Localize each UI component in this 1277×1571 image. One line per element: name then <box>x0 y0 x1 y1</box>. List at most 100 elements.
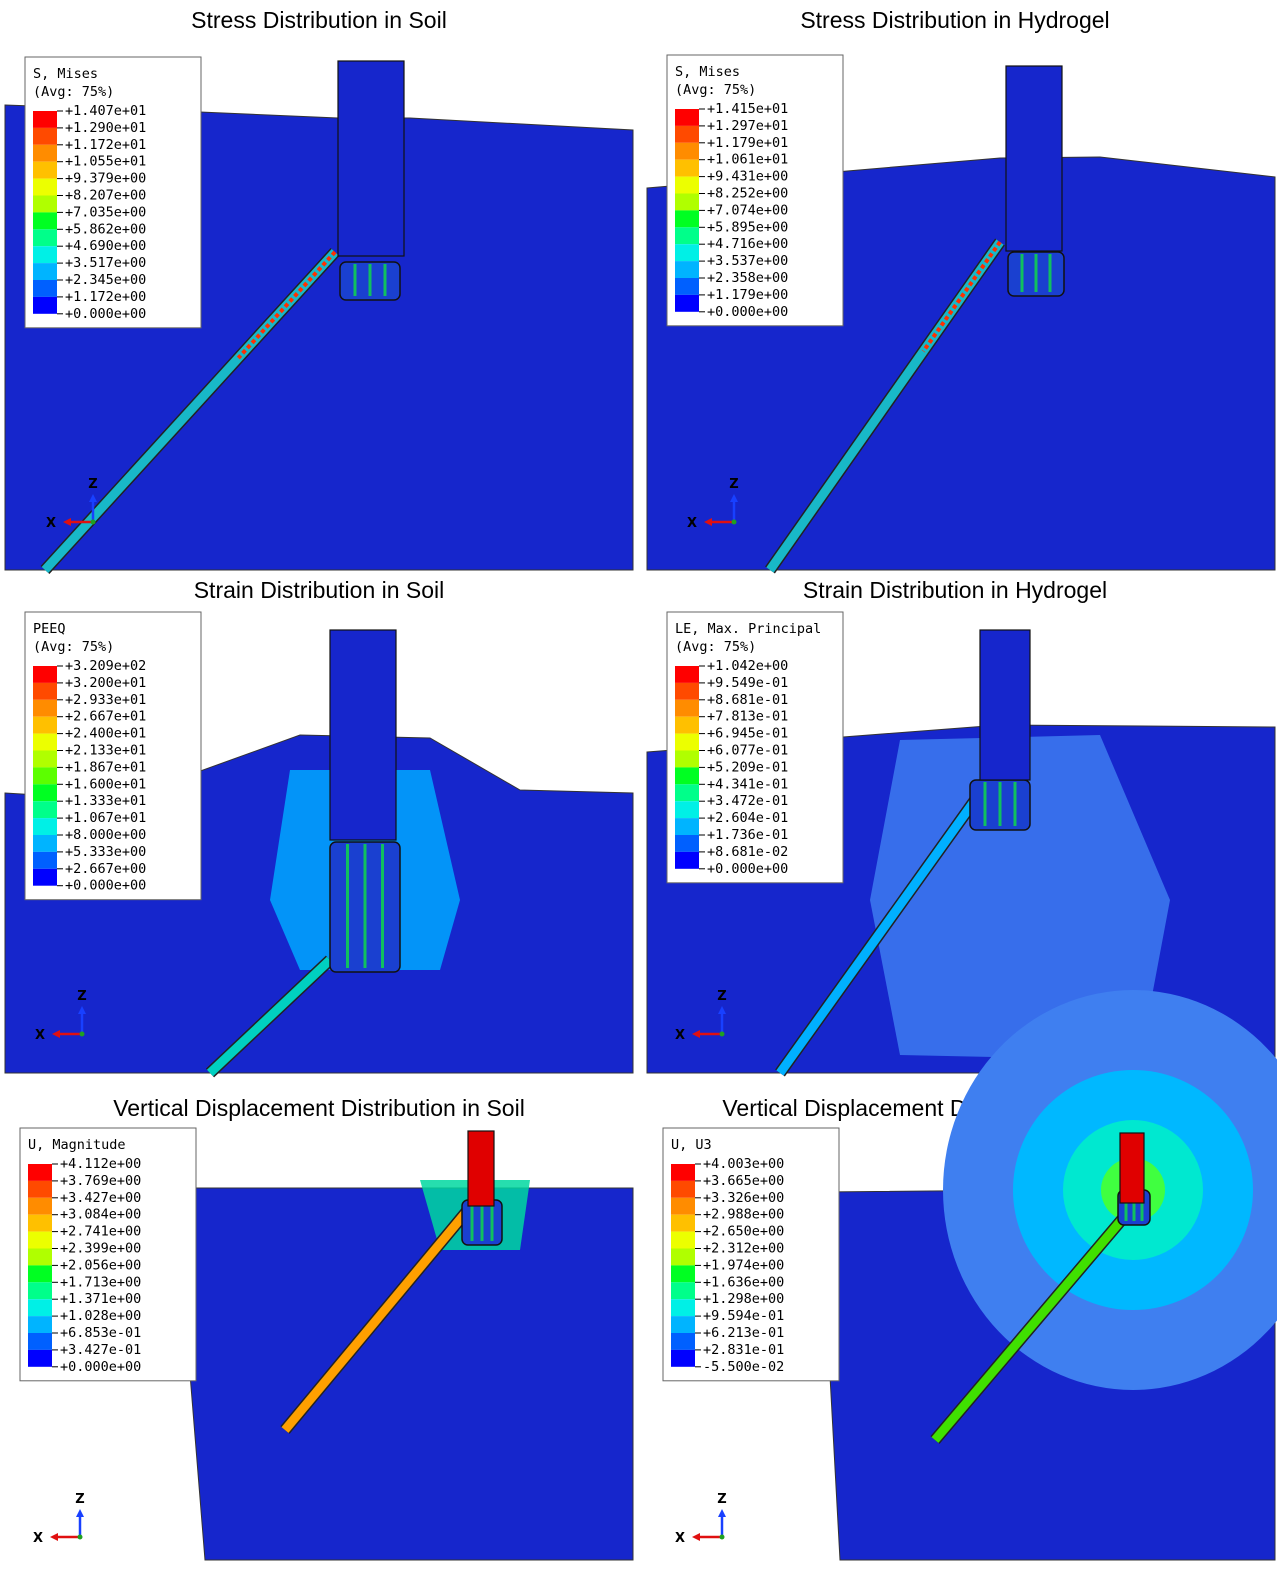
legend-value: +8.000e+00 <box>65 827 146 843</box>
legend-swatch <box>675 244 699 261</box>
legend-swatch <box>675 126 699 143</box>
legend-swatch <box>33 179 57 196</box>
legend-value: +2.056e+00 <box>60 1257 141 1273</box>
triad-origin <box>720 1535 725 1540</box>
legend-swatch <box>675 160 699 177</box>
legend-value: +3.326e+00 <box>703 1190 784 1206</box>
legend-value: +3.472e-01 <box>707 793 788 809</box>
legend-swatch <box>675 261 699 278</box>
legend-value: +1.061e+01 <box>707 152 788 168</box>
legend-swatch <box>675 734 699 751</box>
legend-value: +1.736e-01 <box>707 827 788 843</box>
legend-value: +4.112e+00 <box>60 1156 141 1172</box>
z-axis-label: Z <box>717 1492 726 1507</box>
legend-value: +1.713e+00 <box>60 1274 141 1290</box>
legend-value: +1.867e+01 <box>65 759 146 775</box>
legend-value: +3.427e-01 <box>60 1342 141 1358</box>
legend-swatch <box>675 109 699 126</box>
panel: Strain Distribution in SoilPEEQ(Avg: 75%… <box>5 577 633 1073</box>
legend-swatch <box>28 1265 52 1282</box>
legend-value: +1.636e+00 <box>703 1274 784 1290</box>
figure: Stress Distribution in SoilS, Mises(Avg:… <box>0 0 1277 1571</box>
legend-value: +2.400e+01 <box>65 726 146 742</box>
panel-title: Strain Distribution in Hydrogel <box>803 577 1107 603</box>
legend-swatch <box>28 1282 52 1299</box>
legend-value: +3.537e+00 <box>707 253 788 269</box>
panel: Vertical Displacement Distribution in Hy… <box>663 990 1277 1560</box>
legend-swatch <box>675 751 699 768</box>
legend-swatch <box>33 869 57 886</box>
legend-title: LE, Max. Principal <box>675 621 821 637</box>
legend-swatch <box>28 1215 52 1232</box>
legend-value: +7.035e+00 <box>65 204 146 220</box>
legend-swatch <box>675 666 699 683</box>
legend-value: +6.853e-01 <box>60 1325 141 1341</box>
legend-swatch <box>675 801 699 818</box>
legend-swatch <box>28 1333 52 1350</box>
legend-swatch <box>671 1198 695 1215</box>
legend-swatch <box>28 1181 52 1198</box>
legend-value: +2.358e+00 <box>707 270 788 286</box>
legend-value: +5.333e+00 <box>65 844 146 860</box>
triad-origin <box>80 1032 85 1037</box>
probe <box>1120 1133 1144 1203</box>
legend-value: +2.741e+00 <box>60 1224 141 1240</box>
legend-swatch <box>675 852 699 869</box>
legend-value: +8.207e+00 <box>65 188 146 204</box>
legend-value: +8.252e+00 <box>707 186 788 202</box>
legend-swatch <box>671 1265 695 1282</box>
legend-value: +9.549e-01 <box>707 675 788 691</box>
legend-swatch <box>671 1181 695 1198</box>
legend-value: +1.371e+00 <box>60 1291 141 1307</box>
legend-value: +1.600e+01 <box>65 776 146 792</box>
legend-value: +1.333e+01 <box>65 793 146 809</box>
legend-value: +1.415e+01 <box>707 101 788 117</box>
x-axis-label: X <box>675 1028 685 1043</box>
legend-value: +2.312e+00 <box>703 1241 784 1257</box>
legend-swatch <box>675 295 699 312</box>
x-axis-label: X <box>675 1531 685 1546</box>
legend-value: +7.813e-01 <box>707 709 788 725</box>
z-axis-label: Z <box>729 477 738 492</box>
legend-value: +0.000e+00 <box>707 304 788 320</box>
z-axis-label: Z <box>75 1492 84 1507</box>
legend-swatch <box>28 1249 52 1266</box>
legend-swatch <box>33 700 57 717</box>
legend-swatch <box>28 1350 52 1367</box>
legend-swatch <box>675 227 699 244</box>
legend-swatch <box>33 852 57 869</box>
legend-value: +1.028e+00 <box>60 1308 141 1324</box>
legend-value: +1.974e+00 <box>703 1257 784 1273</box>
legend-swatch <box>675 767 699 784</box>
legend-swatch <box>33 801 57 818</box>
legend-value: +2.604e-01 <box>707 810 788 826</box>
legend-value: +6.945e-01 <box>707 726 788 742</box>
legend-swatch <box>33 835 57 852</box>
legend-swatch <box>33 263 57 280</box>
triad-origin <box>78 1535 83 1540</box>
legend-value: +3.517e+00 <box>65 255 146 271</box>
legend-swatch <box>675 143 699 160</box>
legend-swatch <box>671 1215 695 1232</box>
legend-value: +1.055e+01 <box>65 154 146 170</box>
legend-value: +7.074e+00 <box>707 202 788 218</box>
legend-swatch <box>33 280 57 297</box>
legend-swatch <box>33 128 57 145</box>
legend-value: +2.667e+01 <box>65 709 146 725</box>
z-axis-label: Z <box>88 477 97 492</box>
legend-swatch <box>675 278 699 295</box>
probe <box>338 61 404 256</box>
legend-value: +1.067e+01 <box>65 810 146 826</box>
legend-value: +0.000e+00 <box>60 1359 141 1375</box>
legend-value: +6.213e-01 <box>703 1325 784 1341</box>
x-axis-label: X <box>35 1028 45 1043</box>
legend-swatch <box>33 145 57 162</box>
legend-swatch <box>28 1299 52 1316</box>
legend-swatch <box>33 784 57 801</box>
legend-swatch <box>675 700 699 717</box>
legend-swatch <box>33 246 57 263</box>
legend-value: +8.681e-01 <box>707 692 788 708</box>
panel-title: Stress Distribution in Soil <box>191 7 447 33</box>
legend-swatch <box>675 784 699 801</box>
